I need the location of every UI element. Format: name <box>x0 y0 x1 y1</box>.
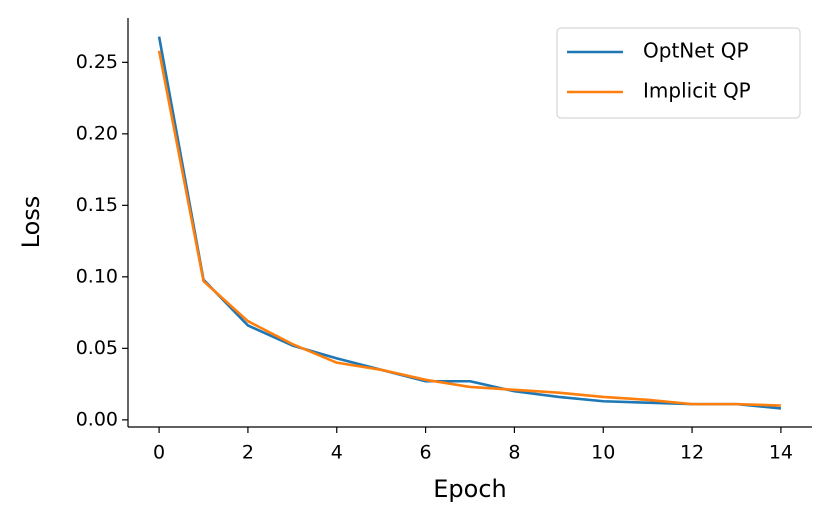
y-tick-label: 0.20 <box>76 122 118 144</box>
y-tick-label: 0.05 <box>76 337 118 359</box>
legend-label: OptNet QP <box>643 39 749 63</box>
x-tick-label: 10 <box>591 442 615 464</box>
x-tick-label: 0 <box>153 442 165 464</box>
legend-label: Implicit QP <box>643 79 751 103</box>
y-tick-label: 0.00 <box>76 408 118 430</box>
x-tick-label: 8 <box>508 442 520 464</box>
x-tick-label: 4 <box>331 442 343 464</box>
y-tick-label: 0.25 <box>76 51 118 73</box>
x-tick-label: 2 <box>242 442 254 464</box>
legend-box <box>556 27 801 119</box>
y-tick-label: 0.10 <box>76 265 118 287</box>
y-axis-label: Loss <box>17 196 45 249</box>
x-axis-label: Epoch <box>433 475 507 503</box>
x-tick-label: 14 <box>769 442 793 464</box>
x-tick-label: 6 <box>420 442 432 464</box>
x-tick-label: 12 <box>680 442 704 464</box>
line-series <box>157 50 781 407</box>
y-tick-label: 0.15 <box>76 194 118 216</box>
